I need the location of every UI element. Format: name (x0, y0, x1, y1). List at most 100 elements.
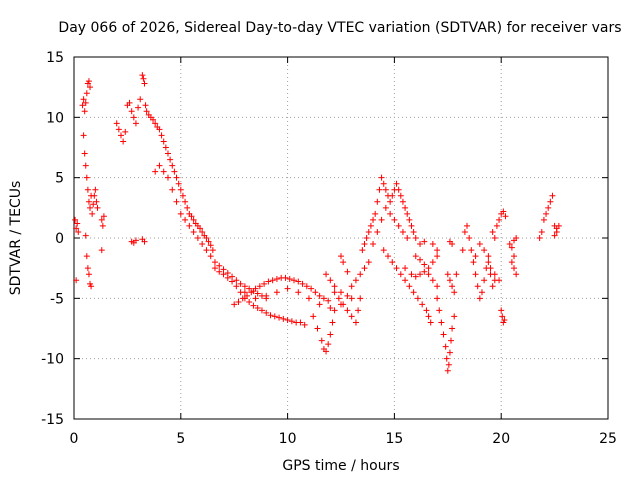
data-point (93, 198, 100, 205)
data-point (348, 313, 355, 320)
data-point (142, 102, 149, 109)
data-point (387, 198, 394, 205)
y-axis-ticks: -15 -10 -5 0 5 10 15 (41, 50, 608, 428)
data-point (397, 192, 404, 199)
data-point (252, 285, 259, 292)
data-point (414, 295, 421, 302)
data-point (299, 280, 306, 287)
data-point (391, 216, 398, 223)
data-point (399, 198, 406, 205)
data-point (171, 168, 178, 175)
data-point (374, 228, 381, 235)
x-tick-label: 5 (176, 431, 185, 447)
data-point (82, 232, 89, 239)
data-point (152, 120, 159, 127)
data-point (551, 232, 558, 239)
data-point (75, 228, 82, 235)
data-point (395, 186, 402, 193)
data-point (538, 228, 545, 235)
data-point (399, 228, 406, 235)
data-point (425, 313, 432, 320)
data-point (370, 241, 377, 248)
data-point (113, 120, 120, 127)
data-point (74, 220, 81, 227)
data-point (417, 241, 424, 248)
data-point (205, 238, 212, 245)
data-point (363, 235, 370, 241)
data-point (378, 216, 385, 223)
data-point (139, 72, 146, 79)
data-point (434, 283, 441, 290)
data-point (451, 289, 458, 296)
data-point (135, 104, 142, 111)
data-point (513, 271, 520, 278)
data-point (384, 253, 391, 260)
data-point (233, 283, 240, 290)
data-point (361, 265, 368, 272)
data-point (90, 201, 97, 208)
data-point (365, 228, 372, 235)
data-point (162, 144, 169, 151)
data-point (449, 325, 456, 332)
data-point (487, 265, 494, 272)
data-point (80, 96, 87, 103)
data-point (547, 198, 554, 205)
x-tick-label: 20 (492, 431, 510, 447)
x-tick-label: 10 (279, 431, 297, 447)
data-point (188, 213, 195, 220)
data-point (393, 265, 400, 272)
y-axis-label: SDTVAR / TECUs (8, 181, 24, 296)
data-point (470, 259, 477, 266)
data-point (323, 348, 330, 355)
data-point (199, 228, 206, 235)
data-point (491, 271, 498, 278)
data-point (173, 174, 180, 181)
data-point (408, 222, 415, 229)
data-point (429, 277, 436, 284)
data-point (442, 343, 449, 350)
data-point (182, 216, 189, 223)
data-point (244, 292, 251, 299)
data-point (449, 283, 456, 290)
data-point (207, 253, 214, 260)
data-point (476, 295, 483, 302)
data-point (291, 277, 298, 284)
data-point (440, 331, 447, 338)
data-point (320, 295, 327, 302)
data-point (295, 289, 302, 296)
data-point (265, 278, 272, 285)
data-point (235, 298, 242, 305)
data-point (85, 198, 92, 205)
data-point (436, 307, 443, 314)
data-point (367, 222, 374, 229)
data-point (286, 276, 293, 283)
data-point (301, 321, 308, 328)
data-point (327, 331, 334, 338)
data-point (156, 162, 163, 169)
data-point (489, 283, 496, 290)
data-point (312, 289, 319, 296)
data-point (446, 349, 453, 356)
data-point (91, 192, 98, 199)
data-point (211, 265, 218, 272)
data-point (318, 337, 325, 344)
data-point (173, 198, 180, 205)
data-point (327, 304, 334, 311)
data-point (474, 283, 481, 290)
data-point (545, 204, 552, 211)
data-point (344, 307, 351, 314)
data-point (329, 319, 336, 326)
data-point (297, 319, 304, 326)
data-point (284, 285, 291, 292)
data-point (258, 307, 265, 314)
data-point (310, 313, 317, 320)
data-point (352, 319, 359, 326)
x-tick-label: 15 (385, 431, 403, 447)
data-point (115, 126, 122, 133)
data-point (374, 198, 381, 205)
data-point (84, 265, 91, 272)
data-point (248, 289, 255, 296)
data-point (160, 168, 167, 175)
data-point (216, 268, 223, 275)
